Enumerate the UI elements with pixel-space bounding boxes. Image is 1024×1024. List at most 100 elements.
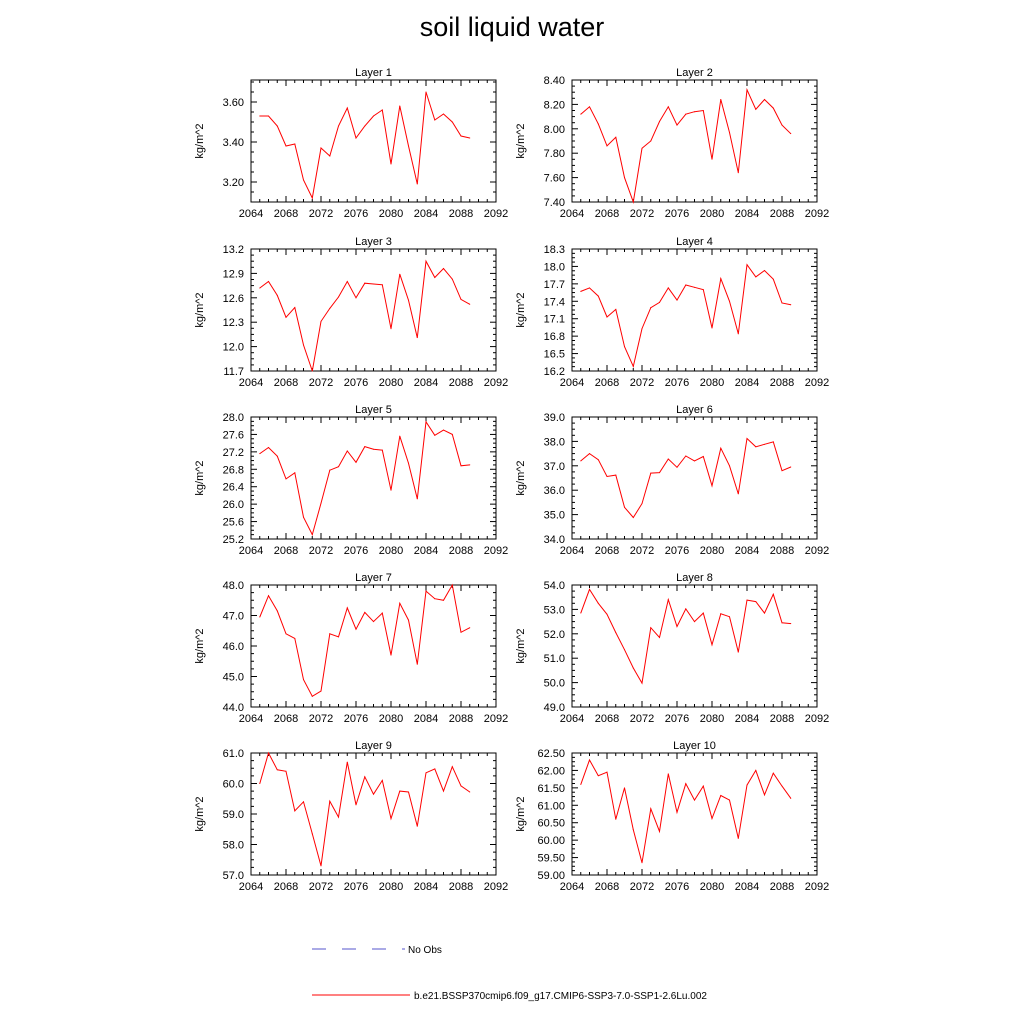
data-point xyxy=(381,284,383,286)
data-point xyxy=(624,177,625,179)
y-axis-label: kg/m^2 xyxy=(194,460,206,495)
data-point xyxy=(443,429,444,431)
data-point xyxy=(451,433,453,435)
y-tick-label: 17.4 xyxy=(544,296,565,308)
data-point xyxy=(597,295,599,297)
panel-title: Layer 10 xyxy=(673,740,716,752)
data-point xyxy=(580,290,582,292)
panel-title: Layer 4 xyxy=(676,236,713,248)
x-tick-label: 2092 xyxy=(805,545,829,557)
y-tick-label: 16.5 xyxy=(544,349,565,361)
x-tick-label: 2080 xyxy=(700,881,724,893)
y-tick-label: 61.50 xyxy=(537,783,565,795)
data-point xyxy=(425,590,427,592)
x-tick-label: 2080 xyxy=(379,713,403,725)
data-point xyxy=(408,145,409,147)
y-tick-label: 7.40 xyxy=(544,197,565,209)
data-point xyxy=(589,588,590,590)
data-point xyxy=(746,264,748,266)
data-point xyxy=(764,794,765,796)
x-tick-label: 2072 xyxy=(309,377,333,389)
panel-title: Layer 9 xyxy=(355,740,392,752)
x-tick-label: 2064 xyxy=(560,545,584,557)
panel-3: Layer 3 2064 2068 2072 2076 2080 2084 2088 2092 1… xyxy=(194,236,508,389)
data-point xyxy=(364,776,366,778)
data-point xyxy=(755,446,757,448)
series-line xyxy=(580,758,792,863)
data-point xyxy=(694,111,695,113)
data-point xyxy=(772,441,774,443)
x-tick-label: 2068 xyxy=(595,377,619,389)
data-point xyxy=(285,316,287,318)
x-tick-label: 2064 xyxy=(560,208,584,220)
x-tick-label: 2076 xyxy=(344,881,368,893)
data-point xyxy=(434,434,436,436)
data-point xyxy=(469,791,471,793)
data-point xyxy=(580,783,582,785)
data-point xyxy=(659,301,660,303)
data-point xyxy=(294,637,296,639)
legend-model-label: b.e21.BSSP370cmip6.f09_g17.CMIP6-SSP3-7.… xyxy=(414,991,707,1002)
plot-frame xyxy=(571,248,818,372)
data-point xyxy=(355,297,357,299)
data-point xyxy=(790,133,792,135)
x-tick-label: 2076 xyxy=(344,545,368,557)
data-point xyxy=(711,158,713,160)
y-tick-label: 44.0 xyxy=(223,702,244,714)
data-point xyxy=(364,125,366,127)
x-tick-label: 2068 xyxy=(595,881,619,893)
data-point xyxy=(632,201,634,203)
data-point xyxy=(329,155,331,157)
x-tick-label: 2080 xyxy=(379,545,403,557)
data-point xyxy=(632,517,634,519)
data-point xyxy=(425,91,427,93)
x-tick-label: 2088 xyxy=(770,713,794,725)
x-tick-label: 2068 xyxy=(274,377,298,389)
data-point xyxy=(624,346,625,348)
data-point xyxy=(338,125,339,127)
data-point xyxy=(338,466,339,468)
data-point xyxy=(373,448,374,450)
y-tick-label: 58.0 xyxy=(223,840,244,852)
data-point xyxy=(469,137,471,139)
y-tick-label: 27.6 xyxy=(223,429,244,441)
y-tick-label: 12.9 xyxy=(223,268,244,280)
data-point xyxy=(390,328,392,330)
data-point xyxy=(364,611,366,613)
series-line xyxy=(259,751,471,867)
x-tick-label: 2088 xyxy=(770,208,794,220)
y-tick-label: 16.8 xyxy=(544,331,565,343)
data-point xyxy=(268,447,269,448)
data-point xyxy=(650,307,652,309)
x-tick-label: 2084 xyxy=(735,545,759,557)
data-point xyxy=(755,601,757,603)
data-point xyxy=(294,143,296,145)
x-tick-label: 2088 xyxy=(770,545,794,557)
data-point xyxy=(729,799,730,801)
data-point xyxy=(659,472,660,474)
data-point xyxy=(667,458,669,460)
data-point xyxy=(346,107,348,109)
data-point xyxy=(755,108,757,110)
data-point xyxy=(606,316,608,318)
data-point xyxy=(580,113,582,115)
y-axis-label: kg/m^2 xyxy=(515,796,527,831)
x-tick-label: 2064 xyxy=(560,377,584,389)
data-point xyxy=(720,795,722,797)
x-tick-label: 2076 xyxy=(665,881,689,893)
data-point xyxy=(451,278,453,280)
data-point xyxy=(702,785,704,787)
data-point xyxy=(737,333,739,335)
data-point xyxy=(311,197,313,199)
data-point xyxy=(764,99,765,101)
x-tick-label: 2092 xyxy=(484,208,508,220)
y-tick-label: 16.2 xyxy=(544,366,565,378)
y-tick-label: 8.20 xyxy=(544,99,565,111)
y-tick-label: 18.0 xyxy=(544,261,565,273)
data-point xyxy=(434,598,436,600)
x-tick-label: 2072 xyxy=(630,545,654,557)
x-tick-label: 2080 xyxy=(379,881,403,893)
y-axis-label: kg/m^2 xyxy=(194,628,206,663)
legend-no-obs-label: No Obs xyxy=(408,945,442,956)
data-point xyxy=(416,825,418,827)
